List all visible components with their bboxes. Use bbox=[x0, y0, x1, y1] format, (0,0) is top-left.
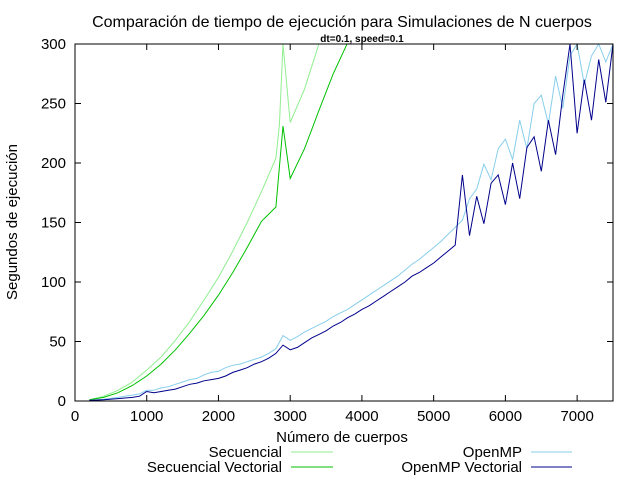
x-tick-label: 4000 bbox=[345, 408, 378, 425]
y-tick-label: 300 bbox=[41, 36, 66, 53]
y-axis-label: Segundos de ejecución bbox=[4, 144, 21, 300]
series-line-4 bbox=[89, 44, 613, 401]
series-line-1 bbox=[89, 44, 320, 401]
x-tick-label: 6000 bbox=[489, 408, 522, 425]
x-tick-label: 2000 bbox=[202, 408, 235, 425]
y-tick-label: 150 bbox=[41, 215, 66, 232]
chart-title: Comparación de tiempo de ejecución para … bbox=[92, 14, 592, 31]
series-lines bbox=[89, 44, 613, 401]
series-line-3 bbox=[89, 44, 613, 401]
legend-label: Secuencial bbox=[209, 444, 282, 461]
x-tick-label: 5000 bbox=[417, 408, 450, 425]
x-tick-label: 1000 bbox=[130, 408, 163, 425]
legend-label: Secuencial Vectorial bbox=[147, 459, 282, 476]
axis-ticks: 0 1000 2000 3000 4000 5000 6000 7000 0 50 100 150 20… bbox=[41, 36, 613, 425]
x-tick-label: 0 bbox=[71, 408, 79, 425]
x-axis-label: Número de cuerpos bbox=[276, 429, 408, 446]
plot-frame bbox=[74, 43, 614, 402]
y-tick-label: 50 bbox=[49, 334, 66, 351]
x-tick-label: 7000 bbox=[560, 408, 593, 425]
series-line-2 bbox=[89, 44, 348, 401]
legend-label: OpenMP Vectorial bbox=[401, 459, 522, 476]
y-tick-label: 100 bbox=[41, 274, 66, 291]
x-tick-label: 3000 bbox=[274, 408, 307, 425]
legend-label: OpenMP bbox=[463, 444, 522, 461]
y-tick-label: 0 bbox=[58, 393, 66, 410]
y-tick-label: 200 bbox=[41, 155, 66, 172]
y-tick-label: 250 bbox=[41, 96, 66, 113]
chart-subtitle: dt=0.1, speed=0.1 bbox=[320, 34, 404, 45]
